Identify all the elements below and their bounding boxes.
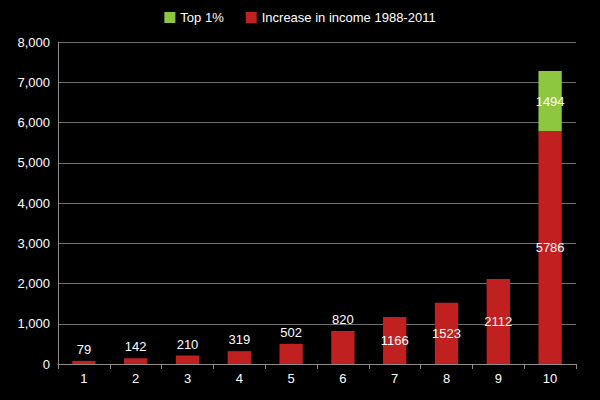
- svg-text:Top 1%: Top 1%: [180, 10, 224, 25]
- svg-text:5,000: 5,000: [17, 155, 50, 170]
- svg-text:4,000: 4,000: [17, 196, 50, 211]
- svg-text:0: 0: [43, 357, 50, 372]
- svg-text:1166: 1166: [381, 333, 409, 348]
- svg-text:6: 6: [339, 371, 346, 386]
- svg-text:142: 142: [125, 339, 147, 354]
- svg-text:319: 319: [228, 332, 250, 347]
- svg-text:10: 10: [543, 371, 557, 386]
- svg-text:210: 210: [177, 337, 199, 352]
- svg-text:Increase in income 1988-2011: Increase in income 1988-2011: [262, 10, 436, 25]
- svg-text:502: 502: [280, 325, 302, 340]
- svg-text:1,000: 1,000: [17, 316, 50, 331]
- svg-text:8,000: 8,000: [17, 35, 50, 50]
- svg-text:1494: 1494: [536, 94, 565, 109]
- svg-text:5: 5: [287, 371, 294, 386]
- svg-text:7,000: 7,000: [17, 75, 50, 90]
- svg-text:8: 8: [443, 371, 450, 386]
- svg-text:2,000: 2,000: [17, 276, 50, 291]
- svg-text:3: 3: [184, 371, 191, 386]
- svg-text:7: 7: [391, 371, 398, 386]
- svg-text:2: 2: [132, 371, 139, 386]
- svg-text:6,000: 6,000: [17, 115, 50, 130]
- svg-text:1: 1: [80, 371, 87, 386]
- svg-text:5786: 5786: [536, 240, 565, 255]
- svg-text:4: 4: [236, 371, 243, 386]
- svg-text:2112: 2112: [484, 314, 512, 329]
- svg-text:820: 820: [332, 312, 354, 327]
- svg-text:79: 79: [77, 342, 91, 357]
- svg-text:3,000: 3,000: [17, 236, 50, 251]
- svg-text:9: 9: [495, 371, 502, 386]
- svg-text:1523: 1523: [432, 326, 461, 341]
